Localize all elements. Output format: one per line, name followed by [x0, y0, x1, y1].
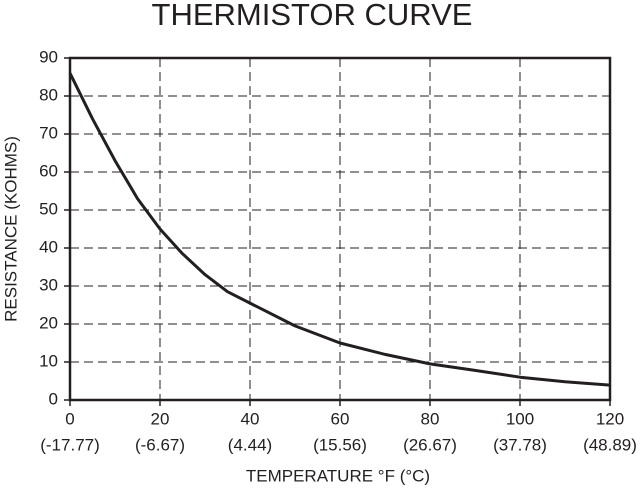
y-tick-label: 10 [39, 351, 58, 370]
y-tick-label: 60 [39, 161, 58, 180]
chart-title: THERMISTOR CURVE [152, 0, 473, 32]
x-tick-label: 60 [331, 409, 350, 428]
y-tick-label: 40 [39, 237, 58, 256]
x-tick-celsius-label: (-17.77) [40, 435, 100, 454]
x-tick-celsius-label: (-6.67) [135, 435, 185, 454]
x-tick-label: 0 [65, 409, 74, 428]
y-tick-label: 50 [39, 199, 58, 218]
x-tick-label: 100 [506, 409, 534, 428]
y-tick-label: 90 [39, 47, 58, 66]
x-tick-label: 20 [151, 409, 170, 428]
curve [68, 72, 611, 387]
plot-frame [68, 56, 612, 402]
y-tick-label: 70 [39, 123, 58, 142]
x-tick-label: 120 [596, 409, 624, 428]
x-tick-celsius-label: (4.44) [228, 435, 272, 454]
x-tick-celsius-label: (48.89) [583, 435, 636, 454]
x-tick-label: 80 [421, 409, 440, 428]
x-tick-celsius-label: (26.67) [403, 435, 457, 454]
y-axis-title: RESISTANCE (KOHMS) [1, 136, 20, 322]
x-axis-title: TEMPERATURE °F (°C) [246, 466, 430, 485]
y-tick-label: 0 [49, 389, 58, 408]
x-tick-celsius-label: (15.56) [313, 435, 367, 454]
x-tick-celsius-label: (37.78) [493, 435, 547, 454]
y-tick-label: 30 [39, 275, 58, 294]
y-tick-label: 20 [39, 313, 58, 332]
y-tick-label: 80 [39, 85, 58, 104]
x-tick-label: 40 [241, 409, 260, 428]
